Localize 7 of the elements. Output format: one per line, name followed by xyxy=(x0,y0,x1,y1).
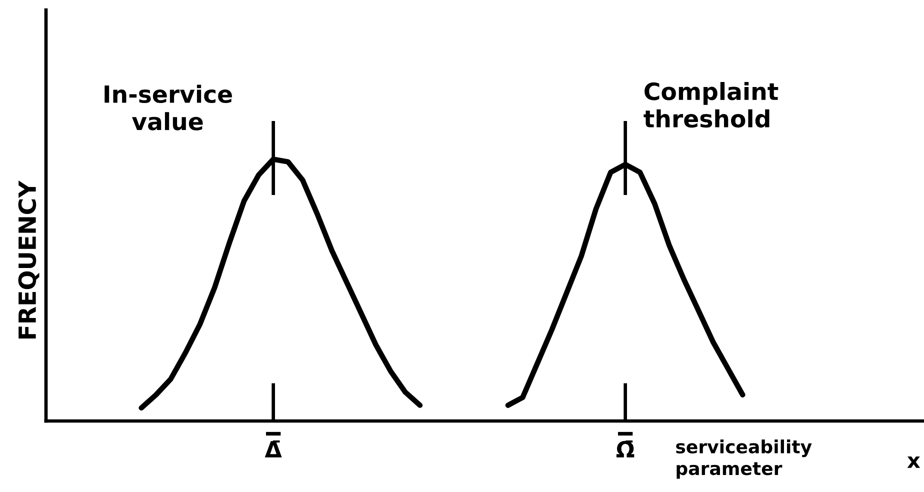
y-axis-title: FREQUENCY xyxy=(18,180,40,339)
text: x xyxy=(907,456,920,468)
x-tick-label: Δ̄ xyxy=(264,440,282,458)
x-axis-title: serviceability parameter xyxy=(676,439,812,479)
x-tick-label: Ω̄ xyxy=(616,440,634,458)
ref-line-label: Complaint threshold xyxy=(644,82,778,128)
ref-line-label: In-service value xyxy=(104,84,232,130)
